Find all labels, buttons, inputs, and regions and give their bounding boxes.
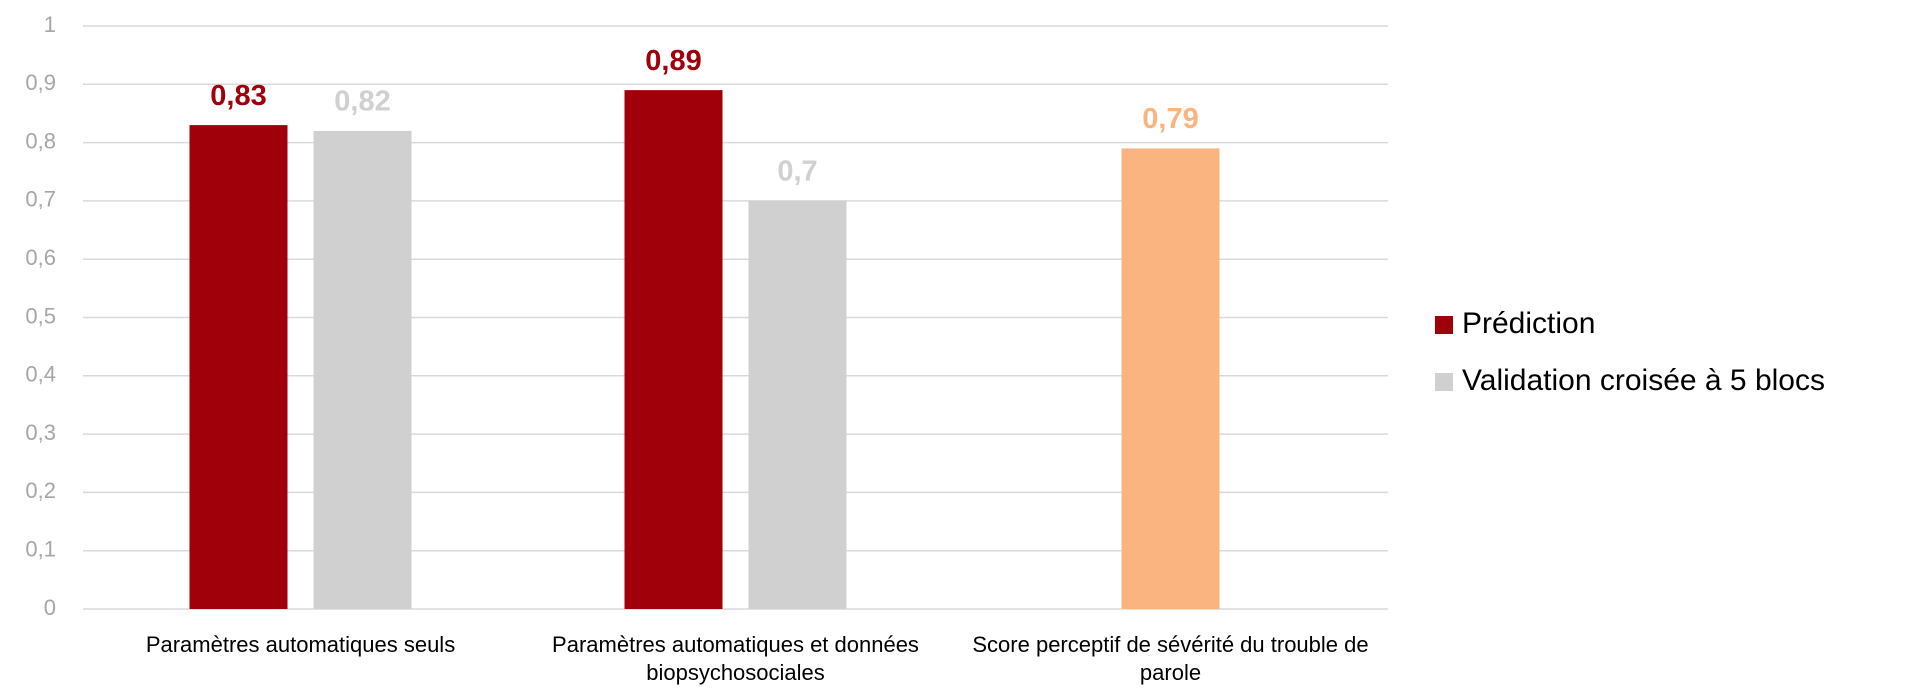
label-line: biopsychosociales [646, 660, 825, 685]
value-label: 0,82 [334, 86, 390, 118]
value-label: 0,79 [1142, 103, 1198, 135]
bar [1121, 148, 1220, 609]
bar [624, 90, 723, 609]
bar [748, 200, 847, 609]
bar [313, 130, 412, 609]
y-tick-label: 0 [44, 595, 56, 620]
label-line: Paramètres automatiques et données [552, 632, 919, 657]
label-line: parole [1140, 660, 1201, 685]
value-label: 0,83 [210, 80, 266, 112]
y-tick-label: 0,9 [25, 70, 56, 95]
y-tick-label: 0,7 [25, 187, 56, 212]
y-tick-label: 0,6 [25, 245, 56, 270]
bar [189, 125, 288, 610]
x-tick-label: Score perceptif de sévérité du trouble d… [972, 632, 1368, 685]
y-tick-label: 0,3 [25, 420, 56, 445]
label-line: Score perceptif de sévérité du trouble d… [972, 632, 1368, 657]
y-tick-label: 0,2 [25, 478, 56, 503]
label-line: Paramètres automatiques seuls [146, 632, 455, 657]
x-tick-label: Paramètres automatiques et données biopsy… [552, 632, 919, 685]
y-tick-label: 0,8 [25, 128, 56, 153]
y-tick-label: 1 [44, 12, 56, 37]
value-label: 0,89 [645, 45, 701, 77]
y-tick-label: 0,5 [25, 303, 56, 328]
x-tick-label: Paramètres automatiques seuls [146, 632, 455, 657]
legend-swatch [1435, 316, 1453, 334]
legend-swatch [1435, 373, 1453, 391]
y-tick-label: 0,4 [25, 362, 56, 387]
y-tick-label: 0,1 [25, 537, 56, 562]
legend-label: Prédiction [1462, 307, 1595, 340]
legend-label: Validation croisée à 5 blocs [1462, 364, 1825, 397]
value-label: 0,7 [777, 156, 817, 188]
